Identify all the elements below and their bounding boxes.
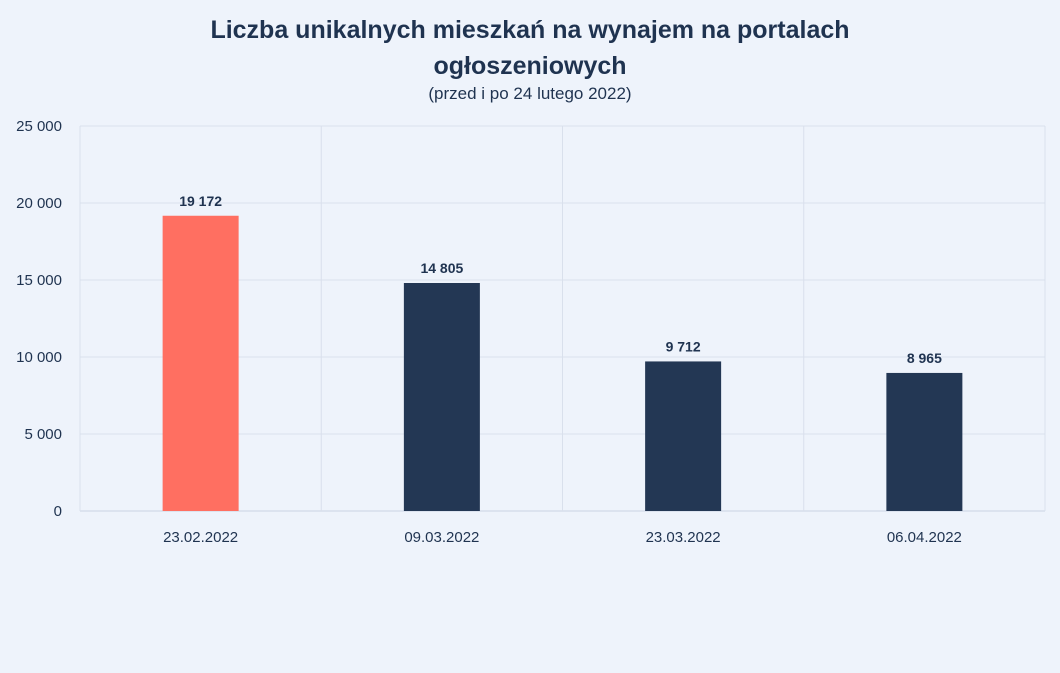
- chart-title: Liczba unikalnych mieszkań na wynajem na…: [210, 16, 850, 80]
- data-label: 9 712: [666, 338, 701, 354]
- data-label: 8 965: [907, 350, 942, 366]
- y-tick-label: 10 000: [16, 349, 62, 366]
- y-tick-label: 20 000: [16, 195, 62, 212]
- chart-subtitle: (przed i po 24 lutego 2022): [428, 84, 632, 103]
- data-label: 19 172: [179, 193, 222, 209]
- y-tick-label: 5 000: [24, 426, 62, 443]
- y-tick-label: 15 000: [16, 272, 62, 289]
- x-tick-label: 09.03.2022: [404, 529, 479, 546]
- bar: [645, 361, 722, 511]
- bar: [886, 372, 963, 511]
- x-tick-label: 23.03.2022: [646, 529, 721, 546]
- y-tick-label: 0: [54, 503, 62, 520]
- bar: [162, 215, 239, 511]
- x-tick-label: 23.02.2022: [163, 529, 238, 546]
- y-tick-label: 25 000: [16, 118, 62, 135]
- data-label: 14 805: [420, 260, 463, 276]
- x-tick-label: 06.04.2022: [887, 529, 962, 546]
- bar: [403, 283, 480, 511]
